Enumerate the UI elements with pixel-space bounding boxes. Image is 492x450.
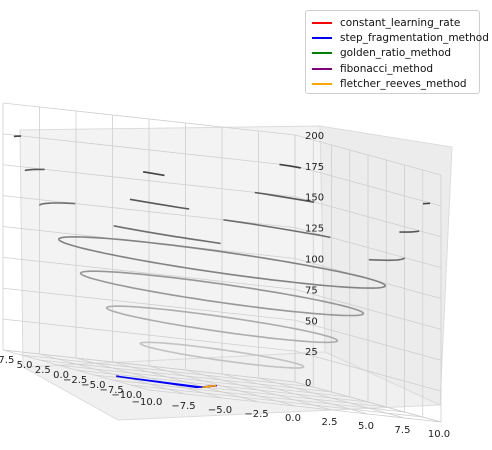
contour-level-line: [79, 270, 365, 317]
z-tick-label: 175: [305, 162, 324, 173]
x-tick-label: −10.0: [132, 397, 163, 408]
legend-entry: fletcher_reeves_method: [312, 77, 473, 92]
legend-label: fibonacci_method: [340, 62, 434, 75]
floor-pane: [21, 351, 441, 421]
y-tick-label: −10.0: [111, 390, 142, 401]
y-tick-label: 2.5: [35, 365, 51, 376]
grid-line: [294, 350, 442, 392]
contour-level-line: [105, 305, 339, 344]
z-tick-label: 75: [305, 285, 318, 296]
legend-swatch: [312, 21, 332, 24]
grid-line: [294, 165, 442, 207]
legend: constant_learning_rate step_fragmentatio…: [305, 10, 489, 94]
z-tick-label: 125: [305, 224, 324, 235]
legend-swatch: [312, 67, 332, 70]
contour-level-line: [139, 341, 305, 369]
grid-line: [294, 381, 442, 423]
grid-line: [294, 319, 442, 361]
grid-line: [39, 359, 332, 393]
axis-ticks: −10.0 −7.5 −5.0 −2.5 0.0 2.5 5.0 7.5 10.0−10.0−7…: [0, 131, 450, 440]
legend-entry: golden_ratio_method: [312, 46, 473, 61]
y-tick-label: −5.0: [81, 380, 105, 391]
legend-entry: constant_learning_rate: [312, 15, 473, 30]
contour-level-line: [24, 168, 420, 233]
x-tick-label: −2.5: [244, 409, 268, 420]
grid-line: [2, 318, 296, 352]
y-tick-label: −2.5: [63, 375, 87, 386]
optimizer-paths: [116, 375, 217, 389]
x-tick-label: −7.5: [171, 401, 195, 412]
contour-level-line: [38, 202, 406, 262]
z-tick-label: 150: [305, 193, 324, 204]
contour-level-line: [57, 236, 387, 289]
y-tick-label: 0.0: [53, 370, 69, 381]
legend-swatch: [312, 37, 332, 40]
grid-line: [57, 364, 350, 398]
grid-line: [2, 256, 296, 290]
grid-line: [130, 384, 423, 418]
z-tick-label: 25: [305, 347, 318, 358]
legend-label: fletcher_reeves_method: [340, 78, 467, 91]
z-tick-label: 50: [305, 316, 318, 327]
grid-line: [294, 227, 442, 269]
grid-line: [2, 164, 296, 198]
x-tick-label: −5.0: [208, 405, 232, 416]
grid-line: [2, 102, 296, 136]
legend-swatch: [312, 52, 332, 55]
grid-line: [294, 134, 442, 176]
grid-line: [2, 287, 296, 321]
legend-entry: fibonacci_method: [312, 61, 473, 76]
grid-line: [2, 133, 296, 167]
contour-lines: [13, 135, 431, 369]
legend-label: step_fragmentation_method: [340, 32, 489, 45]
y-tick-label: −7.5: [100, 385, 124, 396]
legend-swatch: [312, 83, 332, 86]
z-tick-label: 0: [305, 378, 311, 389]
x-tick-label: 7.5: [395, 425, 411, 436]
grid-lines: [2, 102, 442, 423]
z-tick-label: 200: [305, 131, 324, 142]
x-tick-label: 10.0: [428, 429, 450, 440]
grid-line: [148, 389, 442, 423]
x-tick-label: 5.0: [358, 421, 374, 432]
grid-line: [294, 288, 442, 330]
legend-entry: step_fragmentation_method: [312, 30, 489, 45]
grid-line: [294, 196, 442, 238]
grid-line: [2, 349, 296, 383]
y-tick-label: 7.5: [0, 355, 14, 366]
x-tick-label: 0.0: [285, 413, 301, 424]
grid-line: [75, 369, 369, 403]
z-tick-label: 100: [305, 255, 324, 266]
grid-line: [2, 195, 296, 229]
back-pane: [19, 125, 326, 368]
series-path: [202, 384, 217, 389]
grid-line: [112, 379, 405, 413]
legend-label: golden_ratio_method: [340, 47, 452, 60]
contour-level-line: [13, 135, 431, 205]
y-tick-label: 5.0: [17, 360, 33, 371]
grid-line: [21, 354, 314, 388]
x-tick-label: 2.5: [322, 417, 338, 428]
legend-label: constant_learning_rate: [340, 16, 461, 29]
